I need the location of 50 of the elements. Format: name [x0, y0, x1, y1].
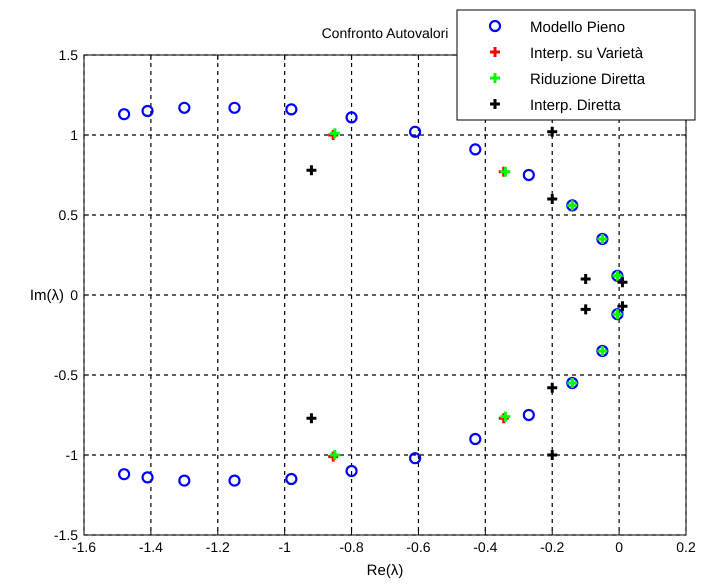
- point: [178, 474, 190, 487]
- point: [118, 468, 130, 480]
- point: [616, 276, 629, 289]
- point: [546, 192, 559, 206]
- x-axis-title: Re(λ): [366, 562, 404, 579]
- point: [285, 103, 298, 116]
- point: [345, 464, 358, 478]
- x-tick-label: -0.4: [473, 539, 498, 555]
- y-tick-label: 0.5: [58, 207, 78, 223]
- x-tick-label: -1.4: [138, 539, 164, 555]
- point: [141, 471, 154, 484]
- point: [522, 408, 535, 422]
- y-tick-label: 1.5: [58, 47, 78, 63]
- chart-title: Confronto Autovalori: [322, 25, 448, 41]
- point: [616, 300, 629, 313]
- point: [522, 168, 535, 182]
- point: [178, 102, 190, 114]
- point: [409, 126, 422, 138]
- x-tick-label: -0.6: [406, 539, 431, 555]
- point: [118, 108, 130, 120]
- y-tick-label: -0.5: [54, 367, 78, 383]
- point: [141, 104, 154, 118]
- point: [546, 125, 559, 138]
- point: [304, 164, 318, 177]
- x-tick-label: -0.8: [339, 539, 364, 555]
- point: [228, 102, 241, 114]
- point: [579, 302, 592, 316]
- y-axis-title: Im(λ): [30, 287, 64, 304]
- point: [546, 448, 559, 462]
- legend-label: Modello Pieno: [530, 19, 626, 36]
- point: [345, 111, 358, 124]
- x-tick-label: -0.2: [540, 539, 564, 555]
- point: [469, 432, 482, 446]
- point: [304, 412, 318, 425]
- point: [579, 272, 592, 286]
- point: [285, 472, 298, 486]
- y-tick-label: 1: [70, 127, 78, 143]
- x-tick-label: 0: [615, 539, 624, 555]
- x-tick-label: -1.2: [206, 539, 230, 555]
- x-tick-label: 0.2: [676, 539, 696, 555]
- y-tick-label: 0: [70, 287, 78, 303]
- point: [228, 474, 241, 487]
- y-tick-label: -1: [66, 447, 78, 463]
- point: [546, 381, 559, 394]
- point: [409, 452, 422, 464]
- legend-label: Interp. su Varietà: [530, 45, 644, 62]
- legend-label: Interp. Diretta: [530, 97, 622, 114]
- legend-label: Riduzione Diretta: [530, 71, 646, 88]
- x-tick-label: -1: [278, 539, 292, 555]
- point: [469, 143, 482, 156]
